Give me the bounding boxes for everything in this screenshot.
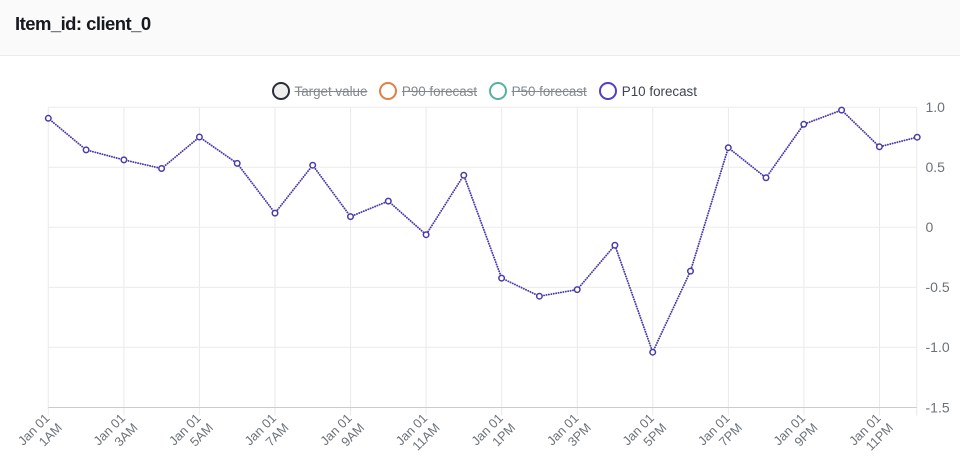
svg-text:Jan 019PM: Jan 019PM <box>770 409 820 459</box>
svg-text:Jan 013PM: Jan 013PM <box>544 409 594 459</box>
svg-text:0.5: 0.5 <box>926 159 946 175</box>
svg-text:Jan 011PM: Jan 011PM <box>468 409 518 459</box>
svg-text:Jan 017PM: Jan 017PM <box>695 409 745 459</box>
svg-text:Jan 0111AM: Jan 0111AM <box>393 409 443 459</box>
svg-text:1.0: 1.0 <box>926 99 946 115</box>
svg-text:0: 0 <box>926 219 934 235</box>
svg-text:Jan 011AM: Jan 011AM <box>15 409 65 459</box>
svg-text:Jan 015PM: Jan 015PM <box>619 409 669 459</box>
svg-text:Jan 017AM: Jan 017AM <box>241 409 291 459</box>
svg-text:-1.0: -1.0 <box>926 339 950 355</box>
svg-text:-1.5: -1.5 <box>926 399 950 415</box>
svg-text:Jan 0111PM: Jan 0111PM <box>846 409 896 459</box>
svg-text:Jan 019AM: Jan 019AM <box>317 409 367 459</box>
svg-text:-0.5: -0.5 <box>926 279 950 295</box>
svg-text:Jan 015AM: Jan 015AM <box>166 409 216 459</box>
svg-text:Jan 013AM: Jan 013AM <box>90 409 140 459</box>
